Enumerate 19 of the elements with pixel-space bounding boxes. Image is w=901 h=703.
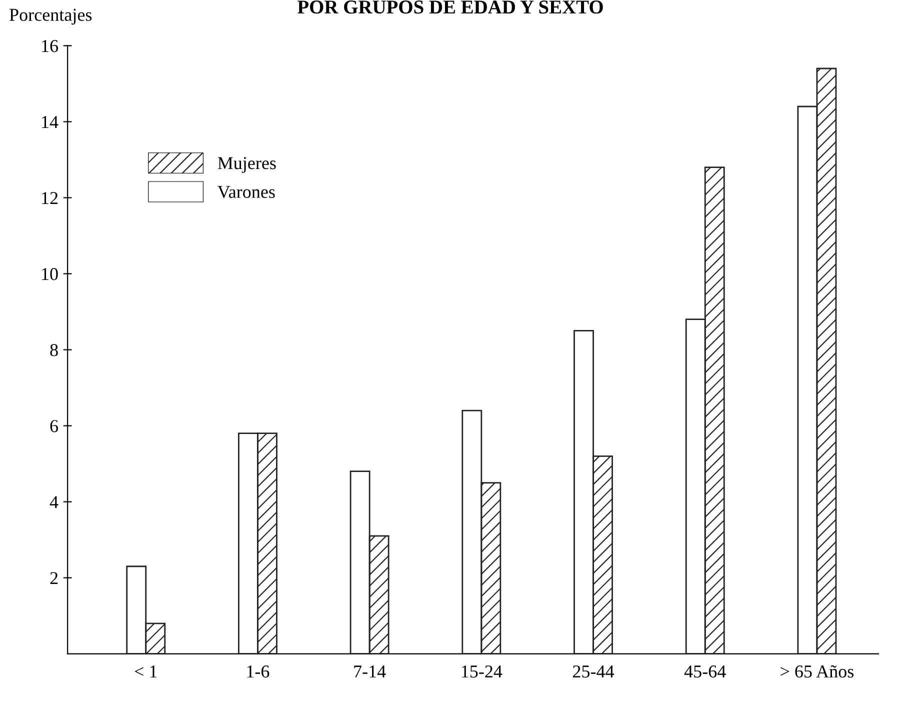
y-tick-label: 6	[50, 420, 58, 432]
chart-title: POR GRUPOS DE EDAD Y SEXTO	[298, 0, 603, 14]
y-tick-label: 12	[42, 192, 58, 204]
y-tick-label: 4	[50, 496, 58, 508]
x-tick-label: 1-6	[247, 665, 270, 678]
x-tick-label: 15-24	[462, 665, 502, 678]
x-tick-label: > 65 Años	[780, 665, 854, 678]
legend-label: Mujeres	[218, 157, 276, 173]
y-tick-label: 10	[42, 268, 58, 280]
x-tick-label: < 1	[134, 666, 157, 678]
x-tick-label: 25-44	[572, 665, 614, 678]
legend-label: Varones	[218, 186, 275, 198]
y-tick-label: 14	[42, 116, 58, 128]
y-tick-label: 16	[42, 40, 58, 52]
y-axis-title: Porcentajes	[10, 8, 92, 25]
x-tick-label: 45-64	[684, 665, 726, 678]
x-tick-label: 7-14	[354, 666, 386, 678]
y-tick-label: 8	[50, 344, 58, 356]
y-tick-label: 2	[50, 572, 58, 584]
